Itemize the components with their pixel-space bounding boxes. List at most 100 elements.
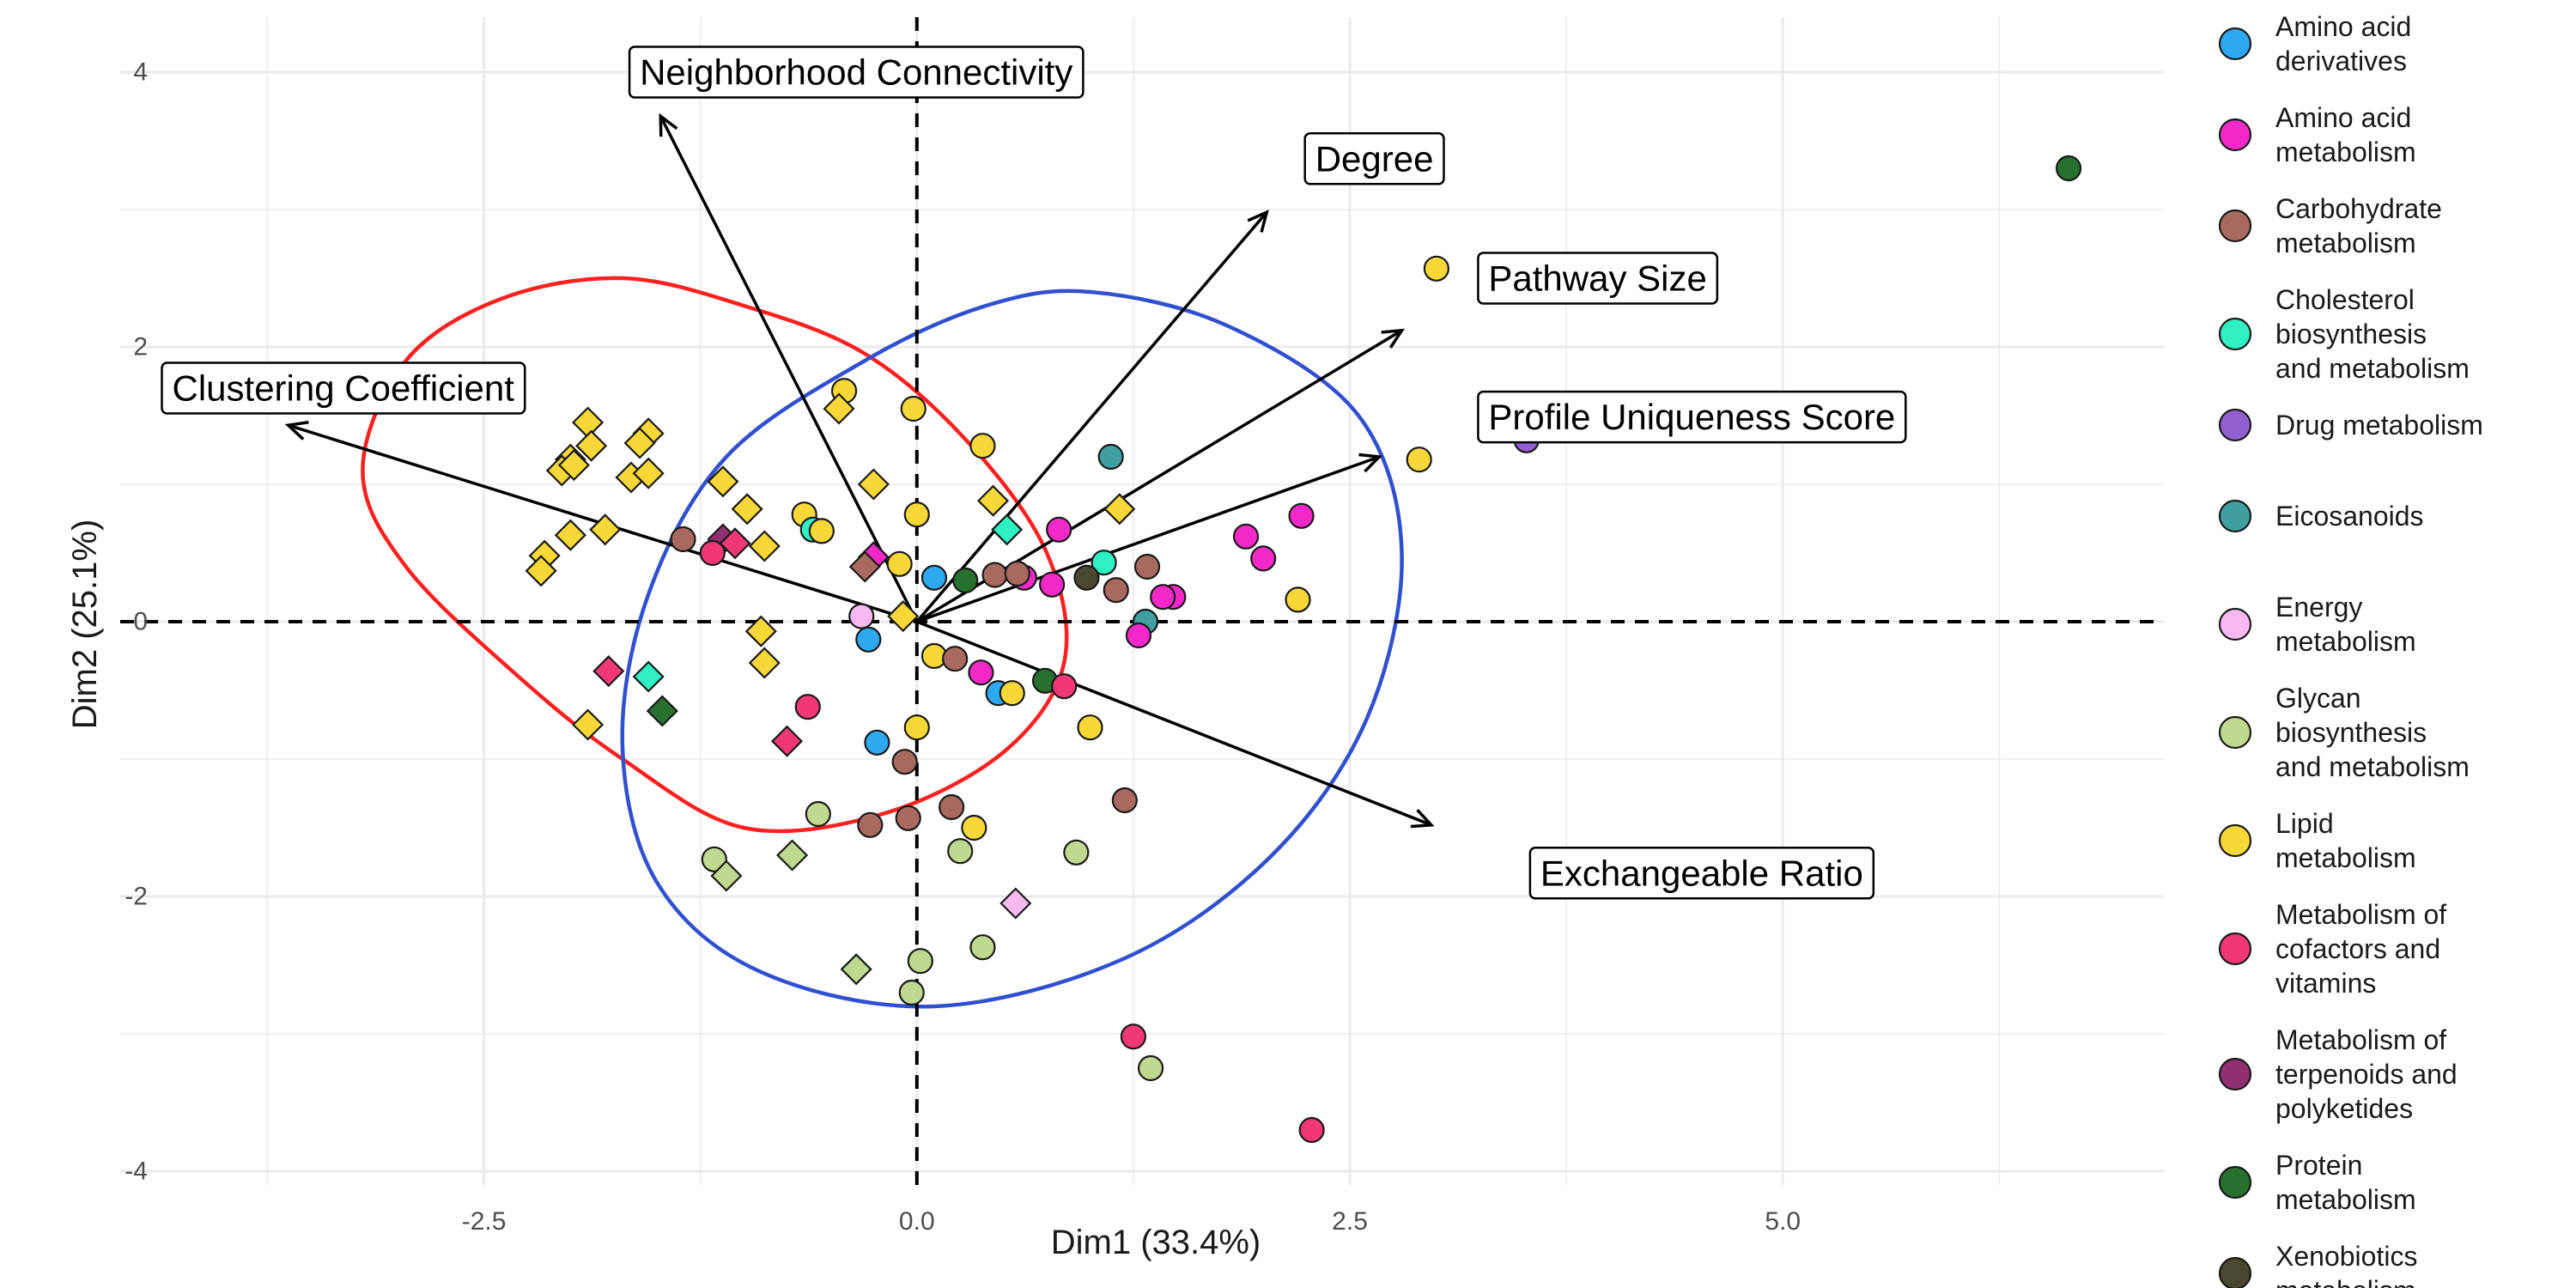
- data-point: [1298, 1116, 1325, 1144]
- data-point: [1097, 443, 1124, 471]
- data-point-diamond: [719, 527, 751, 560]
- data-point: [1133, 553, 1161, 580]
- data-point: [981, 562, 1008, 588]
- data-points: [525, 155, 2082, 1144]
- legend-label: Drug metabolism: [2275, 410, 2483, 440]
- data-point-diamond: [572, 708, 605, 741]
- data-point-diamond: [823, 392, 855, 425]
- data-point-diamond: [770, 725, 804, 757]
- variable-arrow: [659, 115, 919, 623]
- legend-key: [2218, 499, 2252, 533]
- legend-key: [2218, 607, 2252, 641]
- data-point: [1288, 502, 1315, 529]
- y-axis-title: Dim2 (25.1%): [66, 519, 104, 730]
- data-point: [898, 979, 925, 1006]
- data-point: [999, 680, 1025, 707]
- data-point-diamond: [744, 615, 777, 647]
- legend-label: Metabolism of: [2275, 1024, 2446, 1055]
- data-point: [1073, 564, 1100, 591]
- legend-label: Amino acid: [2275, 11, 2411, 42]
- data-point-diamond: [731, 493, 763, 526]
- legend-label: Xenobiotics: [2275, 1241, 2417, 1272]
- data-point: [805, 800, 831, 828]
- data-point-diamond: [1103, 493, 1136, 526]
- variable-label: Clustering Coefficient: [173, 368, 515, 409]
- variable-label: Pathway Size: [1488, 258, 1706, 299]
- data-point: [939, 793, 965, 821]
- data-point-diamond: [887, 600, 920, 633]
- data-point-diamond: [748, 647, 781, 679]
- legend-label: derivatives: [2275, 46, 2407, 76]
- y-axis-ticks: -4 -2 0 2 4: [125, 58, 148, 1186]
- data-point: [1137, 1054, 1164, 1082]
- legend-label: metabolism: [2275, 137, 2416, 167]
- legend-label: cofactors and: [2275, 933, 2440, 964]
- data-point: [968, 659, 994, 686]
- data-point-diamond: [707, 465, 739, 498]
- data-point: [903, 501, 930, 528]
- data-point-diamond: [999, 887, 1032, 920]
- variable-label: Degree: [1315, 138, 1434, 179]
- data-point: [794, 694, 821, 720]
- legend-label: Energy: [2275, 592, 2362, 623]
- variable-labels: Neighborhood Connectivity Degree Pathway S…: [161, 46, 1907, 900]
- data-point-diamond: [857, 468, 890, 501]
- data-point-diamond: [776, 839, 809, 872]
- variable-arrow: [915, 211, 1268, 623]
- x-tick-label: -2.5: [462, 1207, 507, 1236]
- cluster-ellipse: [361, 276, 1069, 834]
- variable-arrow-head: [1410, 808, 1435, 829]
- data-point-diamond: [646, 695, 678, 727]
- variable-label-box: [1528, 847, 1875, 900]
- variable-arrow-head: [1358, 453, 1383, 473]
- legend-label: and metabolism: [2275, 353, 2470, 384]
- legend-label: metabolism: [2275, 1275, 2416, 1288]
- data-point: [1091, 550, 1117, 576]
- legend-key: [2218, 408, 2252, 442]
- data-point: [969, 433, 996, 459]
- legend-key: [2218, 209, 2252, 243]
- legend-key: [2218, 1165, 2252, 1200]
- cluster-ellipses: [361, 276, 1404, 1009]
- data-point: [886, 550, 913, 577]
- legend-key: [2218, 317, 2252, 351]
- data-point: [961, 814, 987, 841]
- variable-arrow-head: [1381, 328, 1405, 349]
- legend: Amino acid derivatives Amino acid metabolis…: [2218, 11, 2483, 1288]
- legend-label: Lipid: [2275, 808, 2334, 839]
- legend-label: and metabolism: [2275, 751, 2470, 782]
- data-point: [670, 526, 696, 553]
- data-point-diamond: [976, 484, 1010, 517]
- grid: [120, 17, 2164, 1185]
- data-point: [952, 567, 979, 594]
- legend-label: biosynthesis: [2275, 319, 2427, 349]
- data-point: [1063, 839, 1090, 866]
- data-point: [808, 518, 835, 544]
- data-point: [903, 714, 930, 741]
- data-point: [1125, 622, 1152, 649]
- data-point-diamond: [557, 449, 590, 482]
- legend-label: biosynthesis: [2275, 717, 2427, 748]
- data-point: [1004, 560, 1030, 587]
- variable-label: Profile Uniqueness Score: [1488, 397, 1895, 437]
- y-tick-label: 2: [133, 333, 148, 361]
- data-point: [900, 395, 927, 422]
- data-point: [969, 934, 996, 961]
- data-point-diamond: [632, 457, 665, 489]
- legend-key: [2218, 27, 2252, 61]
- data-point: [1150, 584, 1176, 611]
- data-point-diamond: [592, 655, 625, 688]
- data-point: [1423, 255, 1449, 282]
- zero-lines: [120, 17, 2164, 1185]
- legend-label: Metabolism of: [2275, 899, 2446, 930]
- data-point: [857, 811, 884, 838]
- data-point: [895, 805, 921, 831]
- legend-label: terpenoids and: [2275, 1059, 2458, 1090]
- cluster-ellipse: [620, 289, 1404, 1009]
- data-point: [947, 838, 974, 865]
- legend-label: Protein: [2275, 1150, 2362, 1181]
- y-tick-label: -4: [125, 1157, 148, 1186]
- legend-key: [2218, 1057, 2252, 1091]
- legend-label: metabolism: [2275, 626, 2416, 657]
